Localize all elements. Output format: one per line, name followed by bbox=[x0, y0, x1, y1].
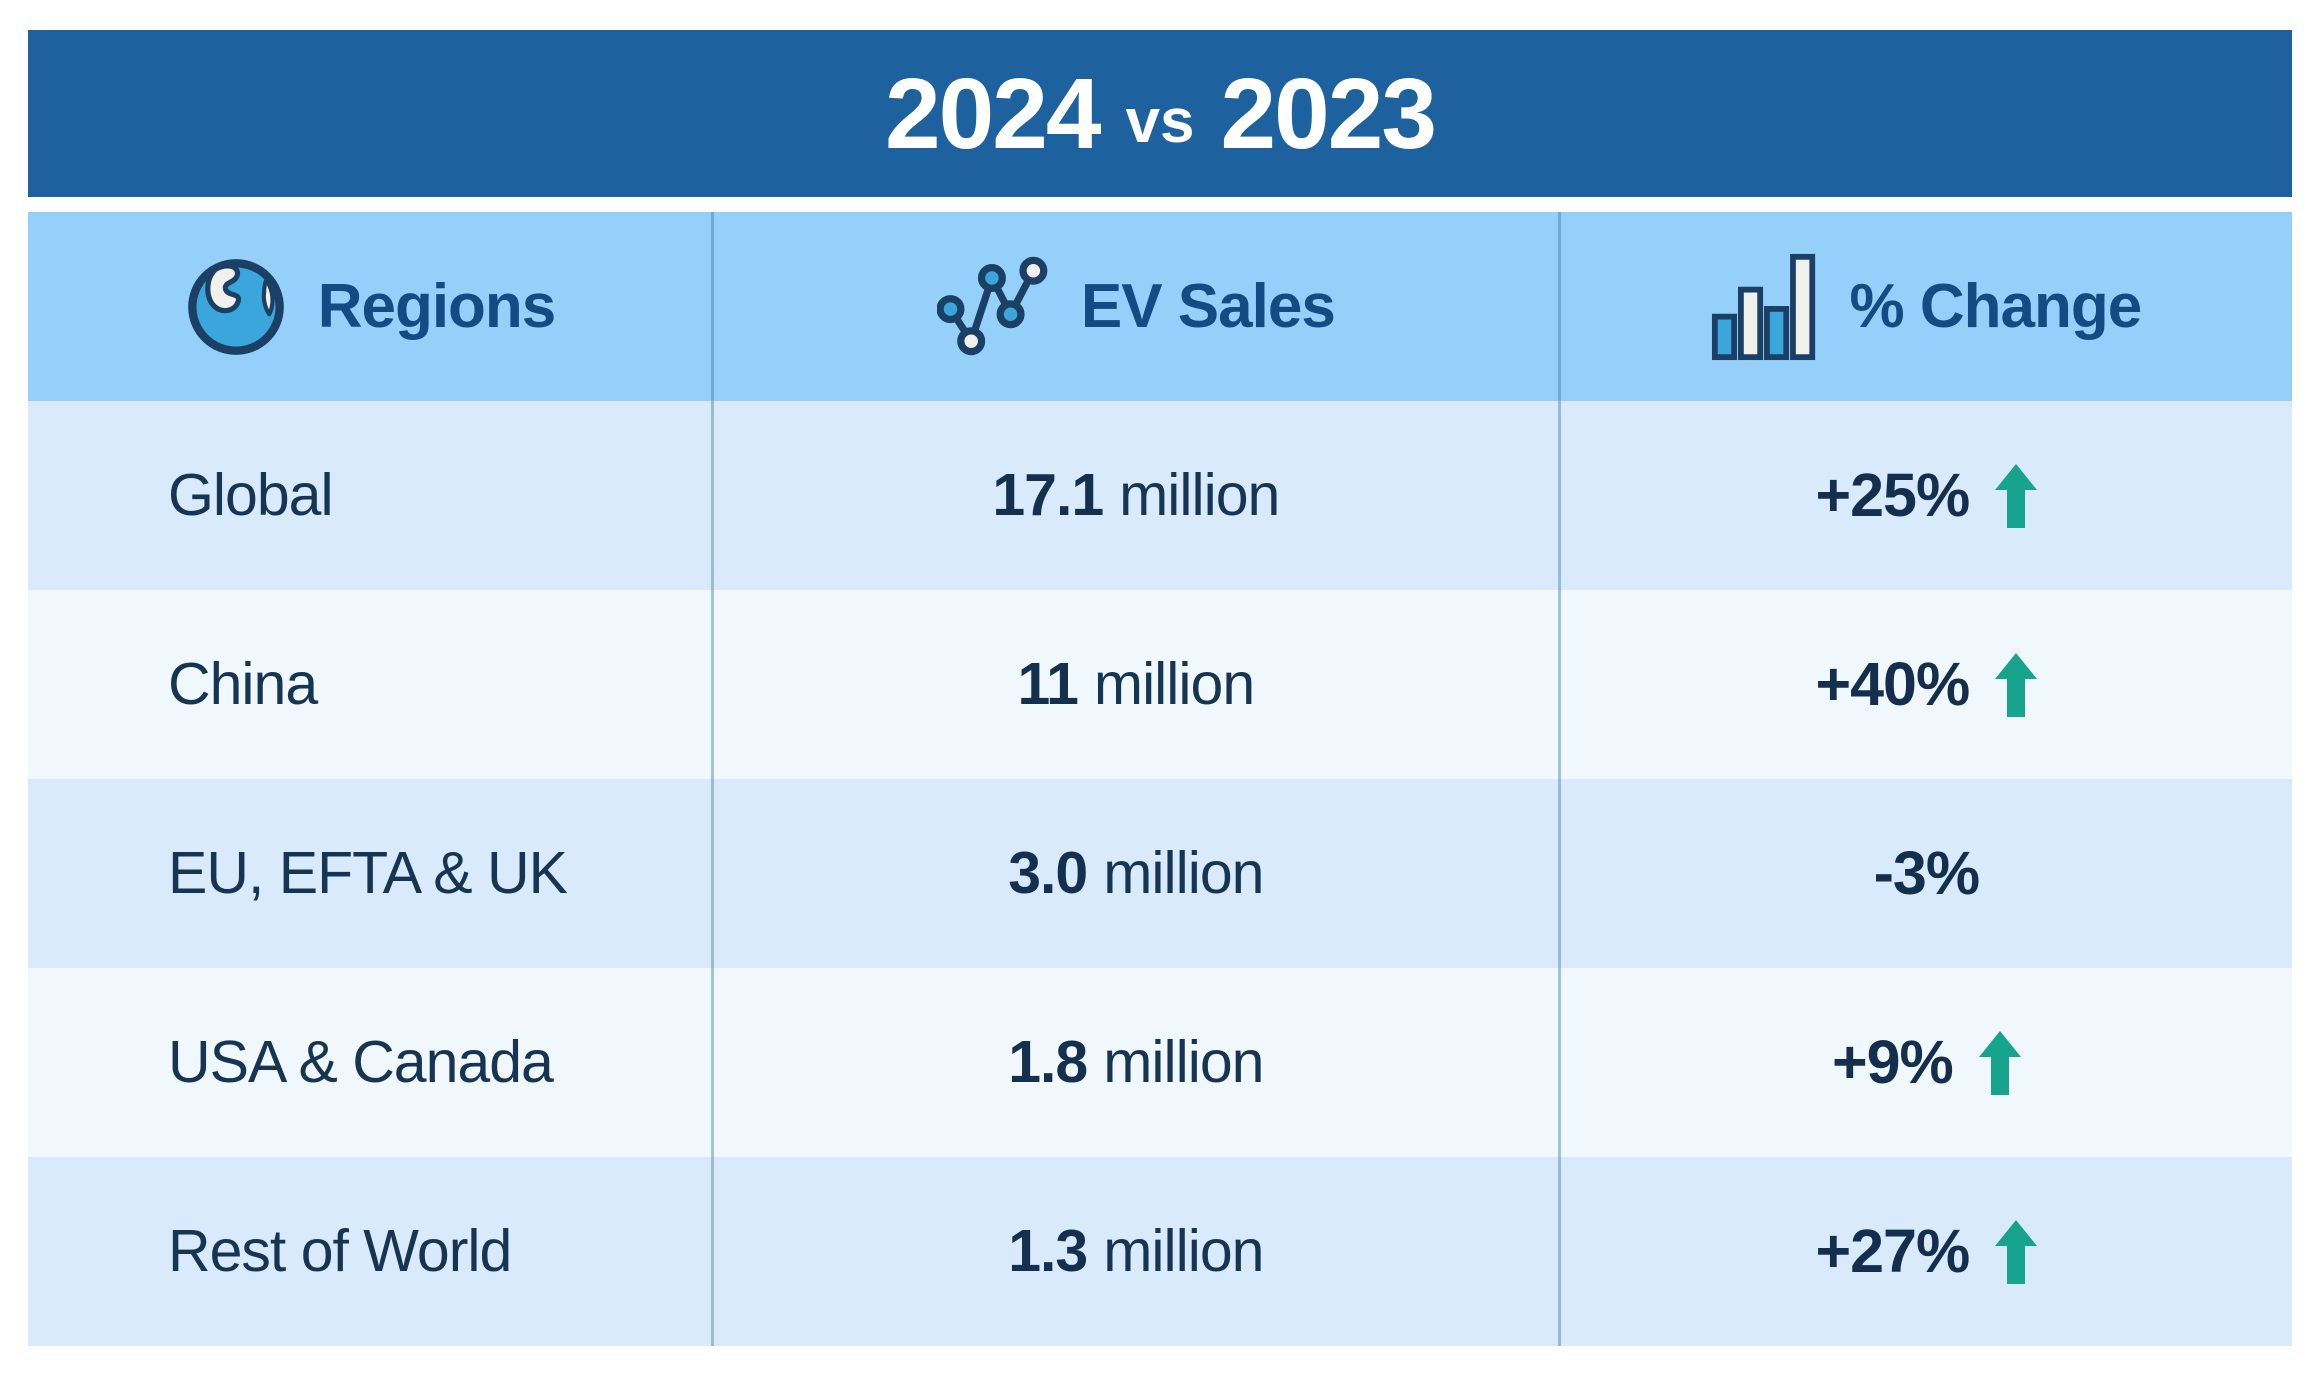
change-cell: -3% bbox=[1560, 779, 2292, 968]
region-label: EU, EFTA & UK bbox=[168, 840, 568, 906]
region-cell: Rest of World bbox=[28, 1157, 714, 1346]
ev-sales-cell: 1.8 million bbox=[713, 968, 1561, 1157]
change-cell: +27% bbox=[1560, 1157, 2292, 1346]
ev-sales-cell: 11 million bbox=[713, 590, 1561, 779]
region-cell: Global bbox=[28, 401, 714, 590]
ev-sales-unit: million bbox=[1119, 462, 1280, 528]
region-label: China bbox=[168, 651, 318, 717]
line-chart-icon bbox=[936, 256, 1048, 355]
change-cell: +25% bbox=[1560, 401, 2292, 590]
globe-icon bbox=[187, 258, 284, 355]
change-cell: +40% bbox=[1560, 590, 2292, 779]
pct-change-header-cell: % Change bbox=[1560, 212, 2292, 401]
ev-sales-value: 17.1 bbox=[992, 462, 1104, 528]
region-label: Global bbox=[168, 462, 334, 528]
region-label: USA & Canada bbox=[168, 1029, 554, 1095]
comparison-table: Regions EV Sales % Change bbox=[28, 212, 2292, 1346]
title-year-right: 2023 bbox=[1220, 57, 1436, 170]
change-cell: +9% bbox=[1560, 968, 2292, 1157]
region-cell: EU, EFTA & UK bbox=[28, 779, 714, 968]
change-value: +9% bbox=[1831, 1028, 1954, 1096]
ev-sales-value: 1.8 bbox=[1008, 1029, 1088, 1095]
change-value: +25% bbox=[1815, 461, 1970, 529]
change-value: +27% bbox=[1815, 1217, 1970, 1285]
ev-sales-unit: million bbox=[1093, 651, 1255, 717]
title-vs: vs bbox=[1125, 86, 1195, 156]
title-bar: 2024 vs 2023 bbox=[28, 30, 2292, 197]
ev-sales-cell: 1.3 million bbox=[713, 1157, 1561, 1346]
up-arrow-icon bbox=[1978, 1030, 2021, 1095]
pct-change-header-label: % Change bbox=[1849, 271, 2142, 341]
region-cell: China bbox=[28, 590, 714, 779]
up-arrow-icon bbox=[1995, 652, 2038, 717]
up-arrow-icon bbox=[1995, 463, 2038, 528]
ev-sales-cell: 3.0 million bbox=[713, 779, 1561, 968]
ev-sales-unit: million bbox=[1103, 840, 1264, 906]
region-cell: USA & Canada bbox=[28, 968, 714, 1157]
ev-sales-value: 3.0 bbox=[1008, 840, 1088, 906]
ev-sales-cell: 17.1 million bbox=[713, 401, 1561, 590]
ev-sales-unit: million bbox=[1103, 1218, 1264, 1284]
change-value: -3% bbox=[1873, 839, 1980, 907]
title-year-left: 2024 bbox=[885, 57, 1101, 170]
change-value: +40% bbox=[1815, 650, 1970, 718]
bar-chart-icon bbox=[1712, 253, 1816, 360]
ev-sales-header-cell: EV Sales bbox=[713, 212, 1561, 401]
ev-sales-value: 1.3 bbox=[1008, 1218, 1088, 1284]
regions-header-cell: Regions bbox=[28, 212, 714, 401]
ev-sales-unit: million bbox=[1103, 1029, 1264, 1095]
region-label: Rest of World bbox=[168, 1218, 512, 1284]
regions-header-label: Regions bbox=[317, 271, 557, 341]
up-arrow-icon bbox=[1995, 1219, 2038, 1284]
ev-sales-value: 11 bbox=[1017, 651, 1079, 717]
ev-sales-header-label: EV Sales bbox=[1080, 271, 1336, 341]
